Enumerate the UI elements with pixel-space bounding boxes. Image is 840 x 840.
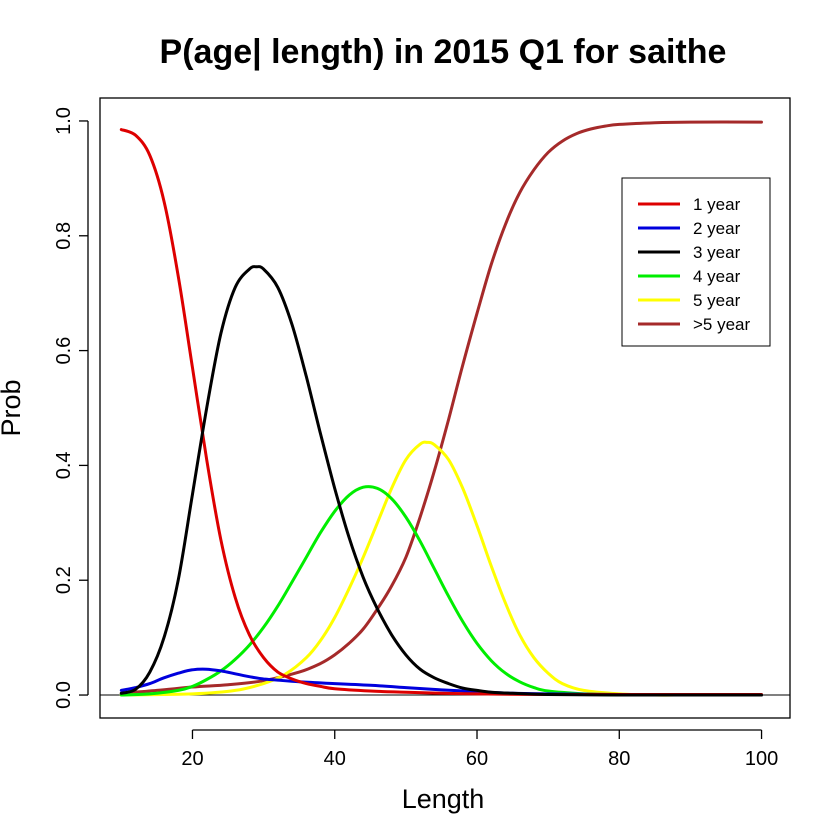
series-line-2 bbox=[119, 265, 763, 697]
series-layer bbox=[119, 120, 763, 697]
x-tick-label: 20 bbox=[181, 748, 203, 770]
series-line-3 bbox=[119, 485, 763, 697]
legend-label-0: 1 year bbox=[693, 195, 741, 214]
chart-title: P(age| length) in 2015 Q1 for saithe bbox=[160, 33, 727, 71]
series-line-5 bbox=[119, 120, 763, 695]
y-tick-label: 0.8 bbox=[53, 222, 75, 250]
legend-label-5: >5 year bbox=[693, 315, 751, 334]
x-tick-label: 100 bbox=[745, 748, 778, 770]
x-axis: 20 40 60 80 100 bbox=[181, 729, 778, 770]
x-axis-label: Length bbox=[402, 784, 485, 814]
series-line-4 bbox=[119, 440, 763, 697]
legend-label-1: 2 year bbox=[693, 219, 741, 238]
legend-label-4: 5 year bbox=[693, 291, 741, 310]
y-axis: 0.0 0.2 0.4 0.6 0.8 1.0 bbox=[53, 107, 89, 709]
y-tick-label: 1.0 bbox=[53, 107, 75, 135]
legend-label-3: 4 year bbox=[693, 267, 741, 286]
x-tick-label: 40 bbox=[324, 748, 346, 770]
y-tick-label: 0.4 bbox=[53, 451, 75, 479]
y-tick-label: 0.6 bbox=[53, 337, 75, 365]
y-tick-label: 0.0 bbox=[53, 681, 75, 709]
legend: 1 year 2 year 3 year 4 year 5 year >5 year bbox=[621, 177, 771, 347]
series-line-0 bbox=[119, 128, 763, 697]
x-tick-label: 60 bbox=[466, 748, 488, 770]
x-tick-label: 80 bbox=[608, 748, 630, 770]
y-axis-label: Prob bbox=[0, 379, 26, 436]
plot-box bbox=[99, 97, 791, 719]
y-tick-label: 0.2 bbox=[53, 566, 75, 594]
legend-label-2: 3 year bbox=[693, 243, 741, 262]
legend-box bbox=[621, 177, 771, 347]
